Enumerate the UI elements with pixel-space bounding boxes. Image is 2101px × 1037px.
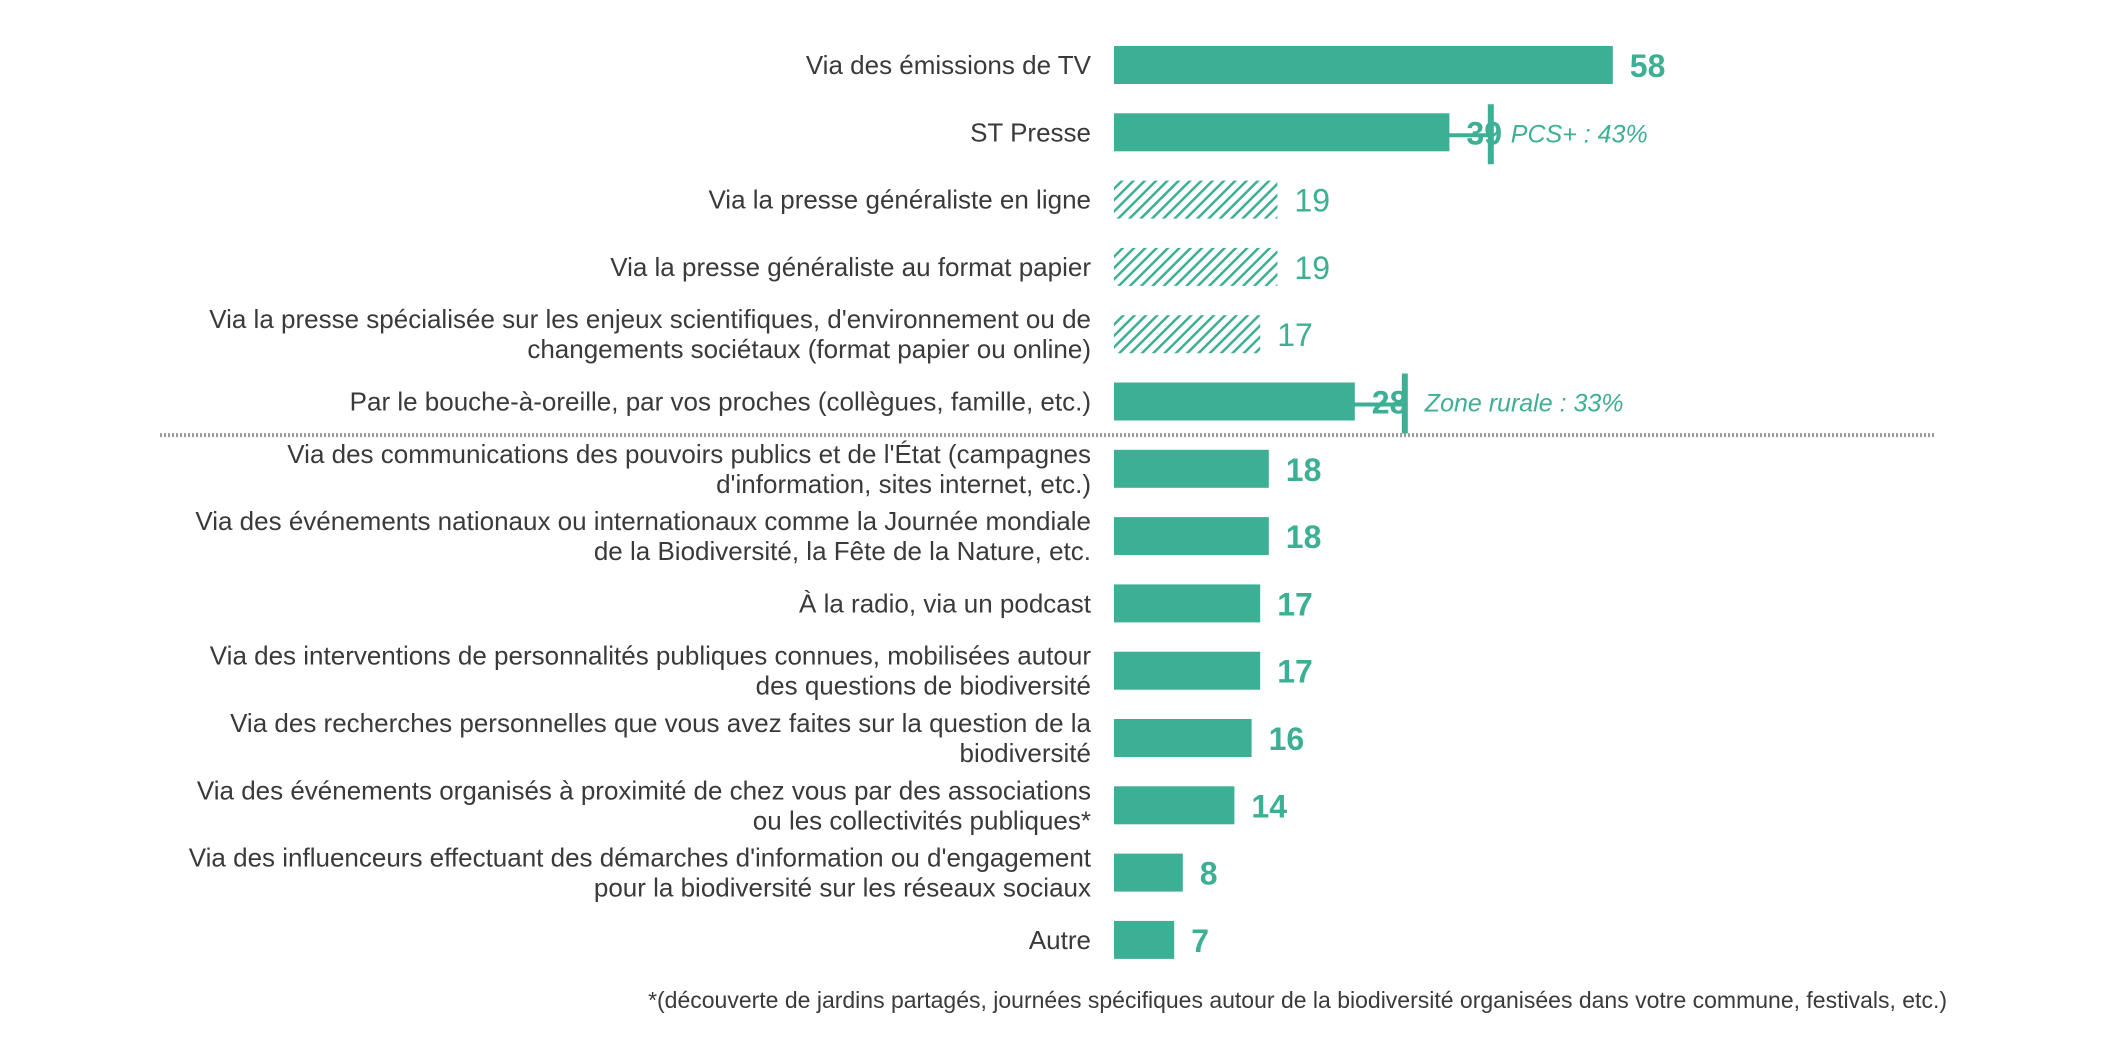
bars <box>1114 46 1613 959</box>
bar <box>1114 719 1252 757</box>
category-label: Via des recherches personnelles que vous… <box>230 708 1091 768</box>
bar <box>1114 449 1269 488</box>
category-label: Via des communications des pouvoirs publ… <box>287 439 1091 499</box>
bar <box>1114 651 1261 690</box>
bar-hatched <box>1114 180 1278 219</box>
category-label-line: Via des communications des pouvoirs publ… <box>287 439 1091 469</box>
category-label-line: Via des recherches personnelles que vous… <box>230 708 1091 738</box>
bar <box>1114 853 1183 892</box>
category-label: Via des événements nationaux ou internat… <box>195 506 1091 566</box>
value-label: 18 <box>1286 452 1322 488</box>
annotation-text: Zone rurale : 33% <box>1424 390 1624 418</box>
bar <box>1114 113 1450 152</box>
category-label: Via la presse généraliste au format papi… <box>610 252 1091 282</box>
category-label-line: ou les collectivités publiques* <box>753 805 1091 835</box>
category-label-line: À la radio, via un podcast <box>799 588 1092 618</box>
category-label-line: Via la presse spécialisée sur les enjeux… <box>209 304 1091 334</box>
bar <box>1114 46 1613 84</box>
annotations: PCS+ : 43% Zone rurale : 33% <box>1279 104 1648 434</box>
category-label-line: Via la presse généraliste en ligne <box>708 185 1091 215</box>
value-label: 17 <box>1277 317 1313 353</box>
category-label-line: Via des événements organisés à proximité… <box>197 775 1091 805</box>
category-label: Via la presse généraliste en ligne <box>708 185 1091 215</box>
bar-hatched <box>1114 315 1261 354</box>
category-label-line: changements sociétaux (format papier ou … <box>527 334 1091 364</box>
value-label: 19 <box>1294 183 1330 219</box>
category-label: Par le bouche-à-oreille, par vos proches… <box>350 387 1091 417</box>
category-label: Via des interventions de personnalités p… <box>210 641 1092 701</box>
bar <box>1114 786 1235 825</box>
category-label-line: Via des émissions de TV <box>806 50 1092 80</box>
annotation-text: PCS+ : 43% <box>1511 120 1648 148</box>
value-label: 19 <box>1294 250 1330 286</box>
bar-hatched <box>1114 247 1278 286</box>
category-label-line: ST Presse <box>970 117 1091 147</box>
category-label-line: Par le bouche-à-oreille, par vos proches… <box>350 387 1091 417</box>
value-label: 16 <box>1269 721 1305 757</box>
category-label-line: Via la presse généraliste au format papi… <box>610 252 1091 282</box>
bar <box>1114 517 1269 556</box>
value-label: 17 <box>1277 654 1313 690</box>
category-label: Via des émissions de TV <box>806 50 1092 80</box>
category-label-line: de la Biodiversité, la Fête de la Nature… <box>594 536 1091 566</box>
category-label: Via des événements organisés à proximité… <box>197 775 1091 835</box>
category-label-line: Via des interventions de personnalités p… <box>210 641 1092 671</box>
bar <box>1114 920 1175 959</box>
bar <box>1114 382 1355 421</box>
category-label: À la radio, via un podcast <box>799 588 1092 618</box>
category-label-line: Via des influenceurs effectuant des déma… <box>189 843 1092 873</box>
category-label-line: des questions de biodiversité <box>756 671 1091 701</box>
category-label-line: pour la biodiversité sur les réseaux soc… <box>594 873 1091 903</box>
value-label: 18 <box>1286 519 1322 555</box>
value-label: 8 <box>1200 856 1218 892</box>
category-label: ST Presse <box>970 117 1091 147</box>
category-labels: Via des émissions de TV ST Presse Via la p… <box>189 50 1092 955</box>
category-label: Via la presse spécialisée sur les enjeux… <box>209 304 1091 364</box>
category-label-line: biodiversité <box>959 738 1091 768</box>
category-label-line: d'information, sites internet, etc.) <box>716 469 1091 499</box>
footnote: *(découverte de jardins partagés, journé… <box>648 987 1947 1013</box>
bar <box>1114 584 1261 623</box>
category-label-line: Via des événements nationaux ou internat… <box>195 506 1091 536</box>
value-label: 58 <box>1630 48 1666 84</box>
value-label: 7 <box>1191 923 1209 959</box>
value-label: 17 <box>1277 586 1313 622</box>
value-label: 14 <box>1251 788 1287 824</box>
category-label: Via des influenceurs effectuant des déma… <box>189 843 1092 903</box>
category-label: Autre <box>1029 925 1091 955</box>
category-label-line: Autre <box>1029 925 1091 955</box>
